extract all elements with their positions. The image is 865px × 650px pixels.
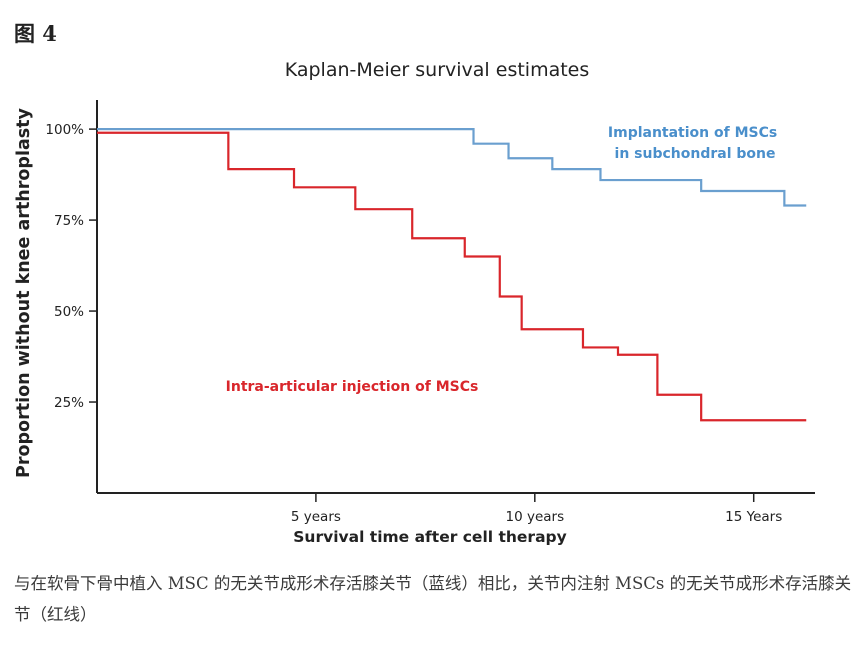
chart-title: Kaplan-Meier survival estimates bbox=[285, 59, 590, 81]
blue-survival-line bbox=[97, 128, 807, 207]
red-series-label: Intra-articular injection of MSCs bbox=[226, 379, 479, 395]
series-lines bbox=[97, 128, 807, 422]
blue-series-label: Implantation of MSCs in subchondral bone bbox=[608, 125, 782, 162]
y-tick-label: 75% bbox=[54, 213, 84, 229]
x-tick-label: 15 Years bbox=[725, 509, 782, 525]
blue-series-label-line-2: in subchondral bone bbox=[615, 146, 776, 162]
chart-panel: Kaplan-Meier survival estimates 100% 75% 5… bbox=[0, 50, 865, 555]
y-ticks: 100% 75% 50% 25% bbox=[45, 122, 97, 411]
figure-caption: 与在软骨下骨中植入 MSC 的无关节成形术存活膝关节（蓝线）相比，关节内注射 M… bbox=[14, 574, 852, 624]
blue-series-label-line-1: Implantation of MSCs bbox=[608, 125, 777, 141]
y-tick-label: 100% bbox=[45, 122, 84, 138]
y-tick-label: 50% bbox=[54, 304, 84, 320]
x-ticks: 5 years 10 years 15 Years bbox=[291, 493, 782, 525]
red-survival-line bbox=[97, 131, 807, 422]
x-axis-label: Survival time after cell therapy bbox=[293, 528, 566, 546]
figure-label: 图 4 bbox=[14, 21, 57, 46]
x-tick-label: 10 years bbox=[505, 509, 564, 525]
kaplan-meier-chart: Kaplan-Meier survival estimates 100% 75% 5… bbox=[14, 59, 815, 546]
y-axis-label: Proportion without knee arthroplasty bbox=[14, 107, 34, 477]
x-tick-label: 5 years bbox=[291, 509, 341, 525]
y-tick-label: 25% bbox=[54, 395, 84, 411]
